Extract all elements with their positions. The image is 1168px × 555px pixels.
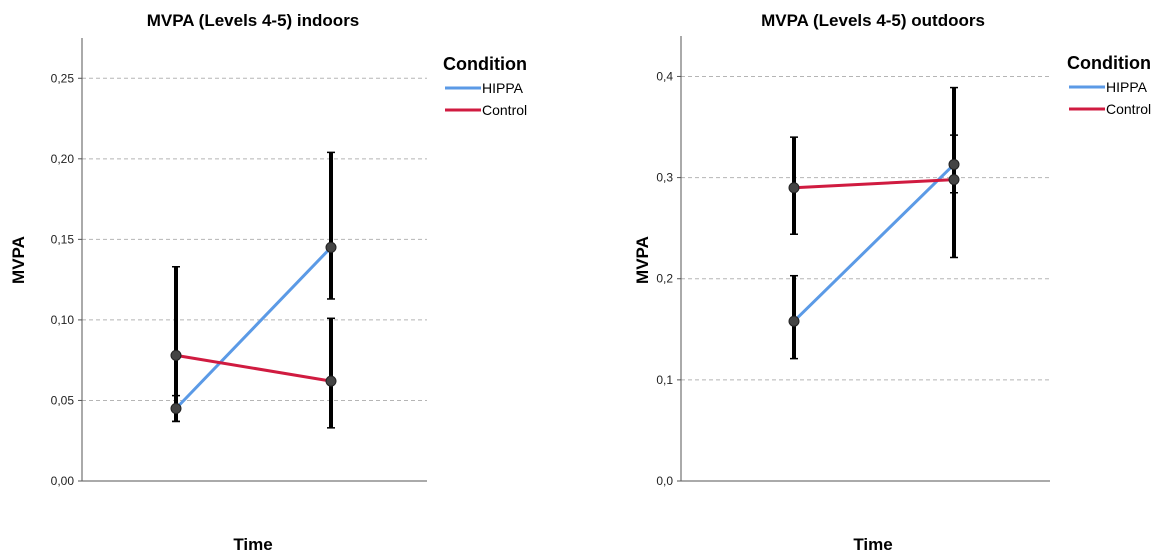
series-line-hippa <box>792 163 956 323</box>
legend-label-hippa: HIPPA <box>482 80 524 96</box>
y-tick-label: 0,20 <box>51 152 75 166</box>
chart-panel-2: MVPA (Levels 4-5) outdoors 0,0 0,1 0,2 0,3 0,… <box>633 11 1151 554</box>
legend: Condition HIPPA Control <box>443 54 527 118</box>
data-point <box>170 403 182 415</box>
chart-title: MVPA (Levels 4-5) indoors <box>147 11 360 30</box>
y-tick-label: 0,1 <box>656 373 673 387</box>
chart-title: MVPA (Levels 4-5) outdoors <box>761 11 985 30</box>
y-tick-label: 0,15 <box>51 232 75 246</box>
legend-label-control: Control <box>482 102 527 118</box>
data-point <box>788 315 800 327</box>
data-point <box>948 174 960 186</box>
data-point <box>170 349 182 361</box>
x-axis-label: Time <box>853 535 892 554</box>
data-point <box>325 241 337 253</box>
y-tick-label: 0,05 <box>51 393 75 407</box>
data-point <box>325 375 337 387</box>
legend-label-control: Control <box>1106 101 1151 117</box>
x-axis-label: Time <box>233 535 272 554</box>
y-tick-label: 0,25 <box>51 71 75 85</box>
y-tick-label: 0,3 <box>656 171 673 185</box>
legend-title: Condition <box>1067 53 1151 73</box>
series-line-control <box>793 178 955 190</box>
data-point <box>948 158 960 170</box>
data-point <box>788 182 800 194</box>
series-line-control <box>175 353 332 383</box>
y-axis-label: MVPA <box>9 236 28 284</box>
legend-title: Condition <box>443 54 527 74</box>
y-axis-label: MVPA <box>633 236 652 284</box>
chart-panel-1: MVPA (Levels 4-5) indoors 0,00 0,05 0,10 0,1… <box>9 11 527 554</box>
legend-label-hippa: HIPPA <box>1106 79 1148 95</box>
y-tick-label: 0,2 <box>656 272 673 286</box>
y-tick-label: 0,4 <box>656 69 673 83</box>
series-line-hippa <box>174 246 333 410</box>
y-tick-label: 0,0 <box>656 474 673 488</box>
legend: Condition HIPPA Control <box>1067 53 1151 117</box>
y-tick-label: 0,00 <box>51 474 75 488</box>
y-tick-label: 0,10 <box>51 313 75 327</box>
